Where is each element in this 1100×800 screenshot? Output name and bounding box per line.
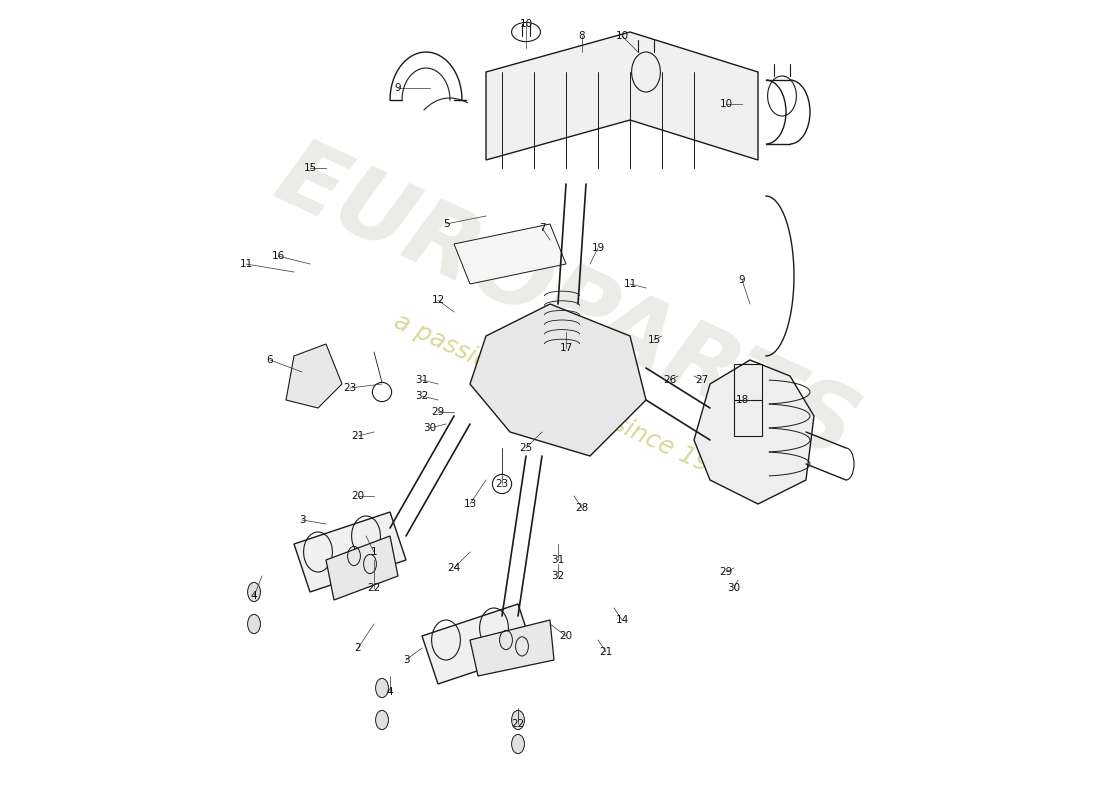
- Text: 25: 25: [519, 443, 532, 453]
- Bar: [734, 364, 762, 436]
- Text: 12: 12: [431, 295, 444, 305]
- Text: 15: 15: [648, 335, 661, 345]
- Text: 23: 23: [343, 383, 356, 393]
- Ellipse shape: [512, 710, 525, 730]
- Text: 10: 10: [719, 99, 733, 109]
- Text: 21: 21: [351, 431, 364, 441]
- Text: 26: 26: [663, 375, 676, 385]
- Text: 13: 13: [463, 499, 476, 509]
- Text: 15: 15: [304, 163, 317, 173]
- Polygon shape: [486, 32, 758, 160]
- Text: 6: 6: [266, 355, 273, 365]
- Text: 8: 8: [579, 31, 585, 41]
- Text: 31: 31: [416, 375, 429, 385]
- Text: 32: 32: [416, 391, 429, 401]
- Text: 19: 19: [592, 243, 605, 253]
- Text: 10: 10: [615, 31, 628, 41]
- Polygon shape: [294, 512, 406, 592]
- Text: 21: 21: [600, 647, 613, 657]
- Text: 7: 7: [539, 223, 546, 233]
- Text: 4: 4: [387, 687, 394, 697]
- Text: a passion for parts since 1985: a passion for parts since 1985: [389, 310, 742, 490]
- Text: 1: 1: [371, 547, 377, 557]
- Ellipse shape: [375, 710, 388, 730]
- Polygon shape: [286, 344, 342, 408]
- Text: 24: 24: [448, 563, 461, 573]
- Ellipse shape: [512, 734, 525, 754]
- Polygon shape: [694, 360, 814, 504]
- Text: 30: 30: [727, 583, 740, 593]
- Text: 32: 32: [551, 571, 564, 581]
- Text: 11: 11: [624, 279, 637, 289]
- Text: 10: 10: [519, 19, 532, 29]
- Text: 28: 28: [575, 503, 589, 513]
- Text: 20: 20: [560, 631, 573, 641]
- Text: 2: 2: [354, 643, 361, 653]
- Text: 9: 9: [395, 83, 402, 93]
- Text: 31: 31: [551, 555, 564, 565]
- Ellipse shape: [375, 678, 388, 698]
- Text: 3: 3: [299, 515, 306, 525]
- Text: 16: 16: [272, 251, 285, 261]
- Text: 23: 23: [495, 479, 508, 489]
- Polygon shape: [470, 304, 646, 456]
- Text: 22: 22: [512, 719, 525, 729]
- Text: EUROPARTS: EUROPARTS: [262, 130, 870, 478]
- Ellipse shape: [248, 614, 261, 634]
- Text: 5: 5: [442, 219, 449, 229]
- Text: 14: 14: [615, 615, 628, 625]
- Text: 18: 18: [736, 395, 749, 405]
- Text: 29: 29: [431, 407, 444, 417]
- Text: 27: 27: [695, 375, 708, 385]
- Text: 17: 17: [560, 343, 573, 353]
- Text: 29: 29: [719, 567, 733, 577]
- Text: 9: 9: [739, 275, 746, 285]
- Text: 4: 4: [251, 591, 257, 601]
- Text: 22: 22: [367, 583, 381, 593]
- Polygon shape: [422, 604, 534, 684]
- Text: 20: 20: [351, 491, 364, 501]
- Polygon shape: [470, 620, 554, 676]
- Ellipse shape: [248, 582, 261, 602]
- Polygon shape: [326, 536, 398, 600]
- Text: 3: 3: [403, 655, 409, 665]
- Text: 11: 11: [240, 259, 253, 269]
- Polygon shape: [454, 224, 566, 284]
- Text: 30: 30: [424, 423, 437, 433]
